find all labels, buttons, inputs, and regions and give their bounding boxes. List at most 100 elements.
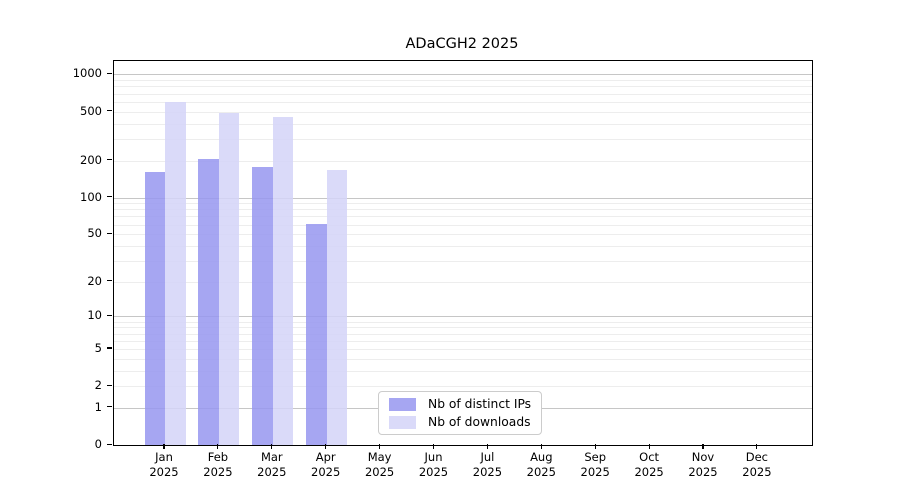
gridline-minor <box>114 101 812 103</box>
gridline-minor <box>114 333 812 335</box>
gridline-minor <box>114 386 812 388</box>
gridline-minor <box>114 260 812 262</box>
x-tick-mark <box>271 444 273 449</box>
x-tick-year: 2025 <box>418 465 449 479</box>
x-tick-mark <box>648 444 650 449</box>
gridline-minor <box>114 86 812 88</box>
x-tick-label: Jan 2025 <box>134 450 194 480</box>
gridline-minor <box>114 203 812 205</box>
y-tick-label: 0 <box>94 437 102 451</box>
gridline-minor <box>114 224 812 226</box>
x-tick-mark <box>756 444 758 449</box>
legend: Nb of distinct IPs Nb of downloads <box>378 391 543 435</box>
gridline-major <box>114 316 812 318</box>
gridline-minor <box>114 245 812 247</box>
gridline-minor <box>114 138 812 140</box>
x-tick-month: Nov <box>691 450 715 464</box>
gridline-minor <box>114 340 812 342</box>
x-tick-label: Oct 2025 <box>619 450 679 480</box>
y-tick-mark <box>107 110 112 112</box>
y-tick-label: 100 <box>80 189 102 204</box>
x-tick-month: Dec <box>745 450 769 464</box>
bar-distinct-ips <box>252 167 273 445</box>
x-tick-month: Apr <box>315 450 336 464</box>
x-tick-month: Jun <box>424 450 443 464</box>
y-tick-label: 1000 <box>72 66 102 81</box>
y-tick-label: 5 <box>94 340 102 355</box>
x-tick-label: Jul 2025 <box>457 450 517 480</box>
x-tick-year: 2025 <box>257 465 287 479</box>
gridline-minor <box>114 209 812 211</box>
y-tick-label: 1 <box>94 399 102 414</box>
gridline-minor <box>114 327 812 329</box>
y-tick-mark <box>107 72 112 75</box>
x-tick-year: 2025 <box>688 465 718 479</box>
bar-downloads <box>218 113 240 445</box>
x-tick-month: Aug <box>530 450 553 464</box>
x-tick-label: Sep 2025 <box>565 450 625 480</box>
gridline-minor <box>114 111 812 113</box>
legend-label-downloads: Nb of downloads <box>428 415 531 429</box>
plot-area <box>113 60 813 446</box>
x-tick-month: Oct <box>639 450 660 464</box>
y-tick-mark <box>107 280 112 282</box>
y-tick-label: 10 <box>87 308 102 323</box>
y-tick-mark <box>107 314 112 317</box>
gridline-minor <box>114 321 812 323</box>
x-tick-year: 2025 <box>742 465 772 479</box>
x-tick-month: Jan <box>155 450 173 464</box>
y-tick-label: 2 <box>94 378 102 393</box>
y-tick-mark <box>107 232 112 234</box>
x-tick-year: 2025 <box>580 465 610 479</box>
bar-downloads <box>165 101 186 445</box>
x-tick-label: May 2025 <box>350 450 410 480</box>
y-tick-label: 50 <box>87 226 102 241</box>
bar-downloads <box>272 116 294 445</box>
x-tick-mark <box>379 444 381 449</box>
gridline-minor <box>114 160 812 162</box>
x-tick-label: Apr 2025 <box>296 450 356 480</box>
x-tick-mark <box>217 444 219 449</box>
x-tick-label: Mar 2025 <box>242 450 302 480</box>
x-tick-label: Dec 2025 <box>727 450 787 480</box>
x-tick-label: Feb 2025 <box>188 450 248 480</box>
y-tick-mark <box>107 406 112 408</box>
x-tick-month: Mar <box>260 450 283 464</box>
gridline-minor <box>114 281 812 283</box>
gridline-major <box>114 74 812 76</box>
x-tick-month: Feb <box>207 450 229 464</box>
x-tick-year: 2025 <box>149 465 179 479</box>
x-tick-mark <box>325 444 327 449</box>
x-tick-year: 2025 <box>364 465 395 479</box>
x-tick-mark <box>540 444 542 449</box>
chart-title: ADaCGH2 2025 <box>405 36 519 52</box>
bar-downloads <box>326 170 348 445</box>
bar-distinct-ips <box>144 171 165 445</box>
y-tick-label: 200 <box>80 152 102 167</box>
y-tick-mark <box>107 196 112 198</box>
y-tick-mark <box>107 347 112 349</box>
x-tick-label: Aug 2025 <box>511 450 571 480</box>
y-tick-mark <box>107 384 112 386</box>
gridline-minor <box>114 93 812 95</box>
gridline-major <box>114 197 812 199</box>
y-tick-label: 20 <box>87 273 102 288</box>
x-tick-month: Jul <box>480 450 495 464</box>
x-tick-year: 2025 <box>472 465 503 479</box>
bar-distinct-ips <box>306 223 327 445</box>
gridline-minor <box>114 234 812 236</box>
gridline-minor <box>114 80 812 82</box>
x-tick-month: May <box>367 450 392 464</box>
legend-swatch-downloads <box>389 415 416 429</box>
x-tick-label: Nov 2025 <box>673 450 733 480</box>
x-tick-mark <box>594 444 596 449</box>
legend-label-distinct-ips: Nb of distinct IPs <box>428 397 532 411</box>
gridline-minor <box>114 216 812 218</box>
x-tick-year: 2025 <box>634 465 664 479</box>
x-tick-month: Sep <box>584 450 607 464</box>
y-tick-mark <box>107 159 112 161</box>
gridline-minor <box>114 358 812 360</box>
x-tick-label: Jun 2025 <box>404 450 464 480</box>
legend-item-downloads: Nb of downloads <box>389 415 531 429</box>
